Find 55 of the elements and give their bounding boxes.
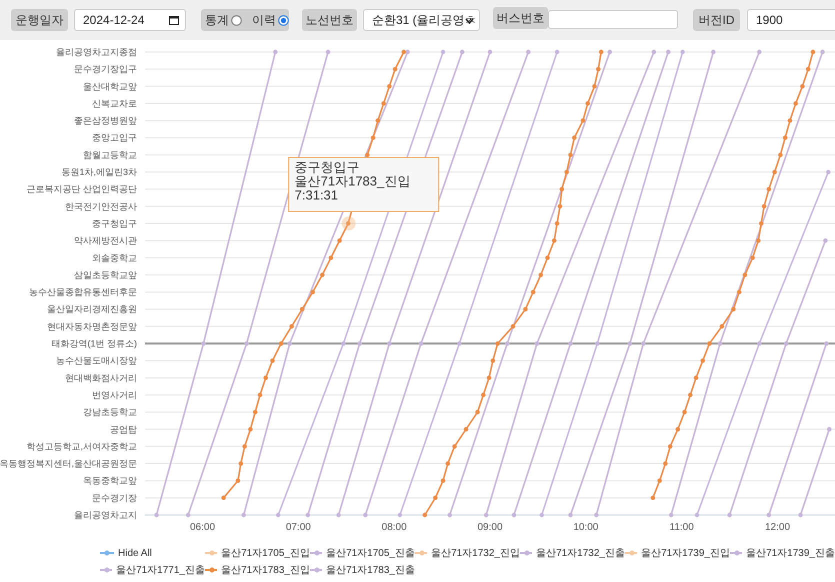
text: 순환31 (율리공영ㅊ (363, 9, 480, 31)
x-tick-label: 07:00 (286, 522, 312, 534)
y-tick-label: 번영사거리 (92, 390, 137, 400)
legend-label: 울산71자1739_진입 (641, 547, 730, 560)
y-tick-label: 문수경기장입구 (74, 64, 137, 74)
x-tick-label: 09:00 (477, 522, 503, 534)
annotation: 중구청입구 울산71자1783_진입 7:31:31 (294, 159, 410, 202)
x-tick-label: 08:00 (382, 522, 408, 534)
x-tick-label: 11:00 (670, 522, 694, 534)
y-tick-label: 태화강역(1번 정류소) (52, 338, 138, 349)
y-tick-label: 중앙고입구 (92, 132, 137, 143)
text: 이력 (252, 12, 276, 28)
y-tick-label: 약사제방전시관 (74, 236, 137, 246)
text: 버전ID (693, 9, 740, 31)
text: 1900 (747, 9, 835, 31)
text: 노선번호 (302, 9, 357, 31)
y-tick-label: 삼일초등학교앞 (74, 270, 137, 280)
y-tick-label: 옥동중학교앞 (83, 476, 137, 486)
y-tick-label: 강남초등학교 (83, 407, 137, 418)
y-tick-label: 울산대학교앞 (83, 81, 137, 92)
x-tick-label: 10:00 (573, 522, 599, 534)
legend-label: 울산71자1739_진출 (746, 547, 835, 560)
y-tick-label: 농수산물도매시장앞 (56, 356, 137, 366)
text: 운행일자 (11, 9, 68, 31)
text: 2024-12-24 (74, 9, 186, 31)
y-tick-label: 율리공영차고지 (74, 510, 137, 520)
y-tick-label: 근로복지공단 산업인력공단 (26, 184, 137, 194)
y-tick-label: 옥동행정복지센터,울산대공원정문 (0, 458, 137, 469)
text: 버스번호 (493, 7, 548, 29)
legend-label: Hide All (118, 548, 152, 558)
y-tick-label: 중구청입구 (92, 218, 137, 228)
y-tick-label: 신복교차로 (92, 98, 137, 108)
y-tick-label: 한국전기안전공사 (65, 201, 137, 212)
y-tick-label: 학성고등학교,서여자중학교 (26, 441, 137, 452)
y-tick-label: 현대백화점사거리 (65, 372, 137, 383)
y-tick-label: 현대자동차명촌정문앞 (47, 321, 137, 332)
y-tick-label: 문수경기장 (92, 492, 137, 503)
legend-label: 울산71자1732_진입 (431, 547, 520, 560)
y-tick-label: 외솔중학교 (92, 252, 137, 263)
y-tick-label: 율리공영차고지종점 (56, 47, 137, 57)
y-tick-label: 공업탑 (110, 424, 137, 434)
text: 통계 (205, 12, 229, 28)
legend-label: 울산71자1783_진출 (326, 564, 415, 577)
legend-label: 울산71자1783_진입 (221, 564, 310, 577)
y-tick-label: 함월고등학교 (83, 150, 137, 160)
legend-label: 울산71자1771_진출 (116, 564, 205, 577)
x-tick-label: 06:00 (190, 522, 216, 534)
y-tick-label: 울산일자리경제진흥원 (47, 304, 137, 314)
y-tick-label: 좋은삼정병원앞 (74, 116, 137, 126)
y-tick-label: 동원1차,에일린3차 (61, 167, 137, 178)
x-tick-label: 12:00 (764, 522, 790, 534)
legend-label: 울산71자1705_진입 (221, 547, 310, 560)
legend-label: 울산71자1705_진출 (326, 547, 415, 560)
legend-label: 울산71자1732_진출 (536, 547, 625, 560)
y-tick-label: 농수산물종합유통센터후문 (29, 287, 137, 298)
